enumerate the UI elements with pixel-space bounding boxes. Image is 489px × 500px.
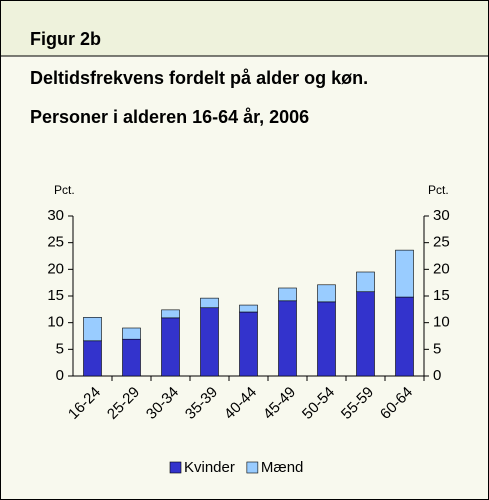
- bar-segment: [395, 296, 414, 377]
- bar-segment: [200, 307, 219, 377]
- header: Figur 2b: [30, 29, 101, 49]
- bar-segment: [122, 338, 141, 377]
- chart-title: Deltidsfrekvens fordelt på alder og køn.: [30, 68, 368, 88]
- y2-tick-label: 25: [433, 234, 450, 251]
- y-tick-label: 30: [47, 207, 64, 224]
- y2-tick-label: 10: [433, 314, 450, 331]
- bar-segment: [200, 297, 219, 309]
- bar-segment: [278, 287, 297, 302]
- bar-segment: [239, 304, 258, 313]
- chart-subtitle: Personer i alderen 16-64 år, 2006: [30, 107, 309, 127]
- bar-segment: [356, 291, 375, 377]
- y2-tick-label: 20: [433, 260, 450, 277]
- bar-segment: [161, 309, 180, 319]
- y-tick-label: 25: [47, 234, 64, 251]
- legend-label: Mænd: [261, 459, 304, 476]
- y-tick-label: 10: [47, 314, 64, 331]
- y-tick-label: 15: [47, 287, 64, 304]
- header-band: [1, 1, 488, 56]
- y-tick-label: 0: [56, 367, 64, 384]
- bar-segment: [122, 327, 141, 340]
- bar-segment: [83, 317, 102, 342]
- bar-segment: [395, 249, 414, 298]
- bar-segment: [161, 317, 180, 377]
- bar-segment: [317, 301, 336, 377]
- y-axis-label: Pct.: [54, 183, 75, 197]
- y2-tick-label: 30: [433, 207, 450, 224]
- y2-tick-label: 5: [433, 340, 441, 357]
- bar-segment: [356, 271, 375, 293]
- y2-tick-label: 0: [433, 367, 441, 384]
- legend-label: Kvinder: [184, 459, 235, 476]
- y-tick-label: 20: [47, 260, 64, 277]
- bar-segment: [83, 340, 102, 377]
- y-tick-label: 5: [56, 340, 64, 357]
- bar-segment: [239, 311, 258, 377]
- y2-tick-label: 15: [433, 287, 450, 304]
- legend-swatch: [169, 461, 182, 474]
- bar-segment: [317, 284, 336, 303]
- legend-swatch: [246, 461, 259, 474]
- y2-axis-label: Pct.: [428, 183, 449, 197]
- bar-segment: [278, 300, 297, 377]
